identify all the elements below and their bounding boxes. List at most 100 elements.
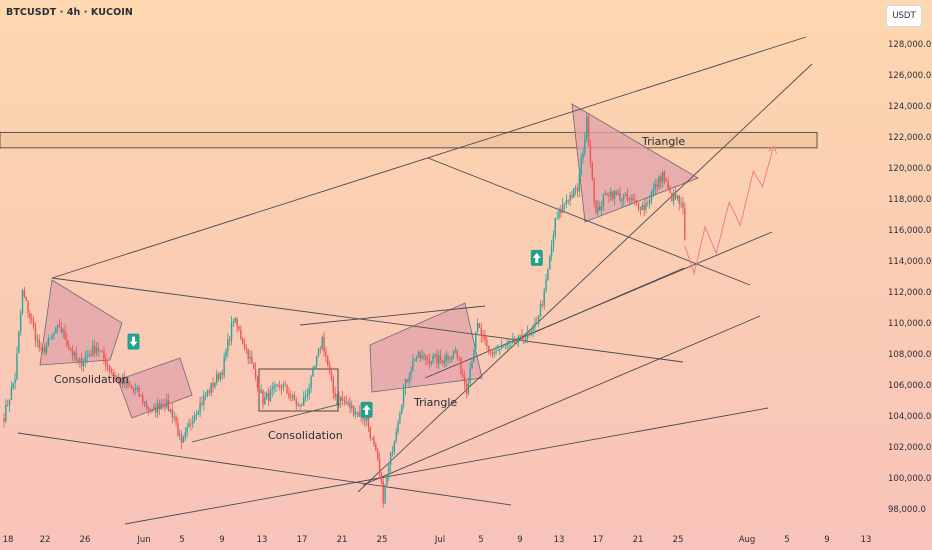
candle xyxy=(352,405,355,415)
candle xyxy=(260,390,262,394)
resistance-zone xyxy=(0,131,818,149)
candle xyxy=(121,378,124,385)
price-tick-label: 100,000.0 xyxy=(888,474,931,484)
candle xyxy=(149,409,151,412)
price-tick-label: 128,000.0 xyxy=(888,40,931,50)
time-tick-label: 5 xyxy=(784,535,789,545)
candle xyxy=(162,403,164,405)
candle xyxy=(549,256,551,270)
candle xyxy=(160,403,162,410)
time-tick-label: 17 xyxy=(593,535,604,545)
candle xyxy=(504,345,507,347)
candle xyxy=(66,339,68,346)
candle xyxy=(482,336,484,337)
candle xyxy=(367,417,370,428)
candle xyxy=(587,116,590,146)
candle xyxy=(528,331,531,333)
candle xyxy=(31,318,33,321)
candle xyxy=(602,194,605,206)
candle xyxy=(508,341,510,344)
candle xyxy=(458,357,460,359)
arrow-up-icon xyxy=(362,404,371,415)
candle xyxy=(488,346,490,353)
candle xyxy=(534,322,536,328)
candle xyxy=(75,352,77,361)
candle xyxy=(545,279,547,291)
candle xyxy=(415,357,418,360)
candle xyxy=(36,339,38,341)
candle xyxy=(632,198,634,200)
candle xyxy=(84,356,87,362)
candle xyxy=(663,172,666,181)
candle xyxy=(38,339,40,349)
candle xyxy=(166,400,168,408)
candle xyxy=(73,352,75,356)
time-tick-label: Jun xyxy=(136,535,150,545)
candle xyxy=(49,338,51,339)
candle xyxy=(454,350,457,352)
candle xyxy=(21,289,24,313)
candle xyxy=(578,174,581,192)
candle xyxy=(604,192,606,195)
candle xyxy=(560,210,562,214)
candle xyxy=(465,383,468,394)
candle xyxy=(62,330,64,332)
candle xyxy=(312,369,314,377)
candle xyxy=(125,381,127,385)
candle xyxy=(86,355,88,357)
candle xyxy=(95,347,98,353)
candle xyxy=(188,423,190,428)
candle xyxy=(486,339,488,347)
candle xyxy=(92,345,94,356)
candle xyxy=(19,312,22,332)
candle xyxy=(16,353,18,380)
candle xyxy=(645,202,647,210)
price-tick-label: 112,000.0 xyxy=(888,288,931,298)
candle xyxy=(229,339,231,341)
candle xyxy=(478,323,481,328)
candle xyxy=(373,437,375,445)
candle xyxy=(475,331,477,350)
candle xyxy=(451,355,453,359)
candle xyxy=(489,352,492,354)
candle xyxy=(399,413,401,423)
candle xyxy=(438,355,440,364)
projection-arrowhead xyxy=(768,145,778,154)
candle xyxy=(315,356,318,366)
candle xyxy=(369,427,371,439)
candle xyxy=(216,373,218,383)
candle xyxy=(471,361,473,369)
candle xyxy=(395,432,397,442)
candle xyxy=(523,340,525,343)
price-tick-label: 116,000.0 xyxy=(888,226,931,236)
candle xyxy=(517,336,519,343)
candle xyxy=(328,365,331,372)
candle xyxy=(42,347,44,350)
candle xyxy=(593,178,595,202)
candle xyxy=(674,192,677,199)
candle xyxy=(599,206,601,211)
candle xyxy=(143,401,146,404)
candle xyxy=(254,369,257,378)
projection-path xyxy=(684,146,775,276)
candle xyxy=(51,335,53,339)
candle xyxy=(506,343,508,346)
arrow-down-icon xyxy=(129,336,138,347)
candle xyxy=(45,345,48,353)
candle xyxy=(184,432,186,438)
candle xyxy=(406,379,408,383)
candle xyxy=(40,348,42,350)
currency-badge[interactable]: USDT xyxy=(886,5,922,27)
candle xyxy=(611,191,614,199)
candle xyxy=(151,409,153,412)
candle xyxy=(408,377,410,383)
price-tick-label: 114,000.0 xyxy=(888,257,931,267)
candle xyxy=(652,189,655,193)
candle xyxy=(441,360,444,364)
candle xyxy=(230,322,233,341)
candle xyxy=(225,350,227,357)
price-tick-label: 106,000.0 xyxy=(888,381,931,391)
candle xyxy=(232,321,235,323)
candle xyxy=(562,204,564,214)
